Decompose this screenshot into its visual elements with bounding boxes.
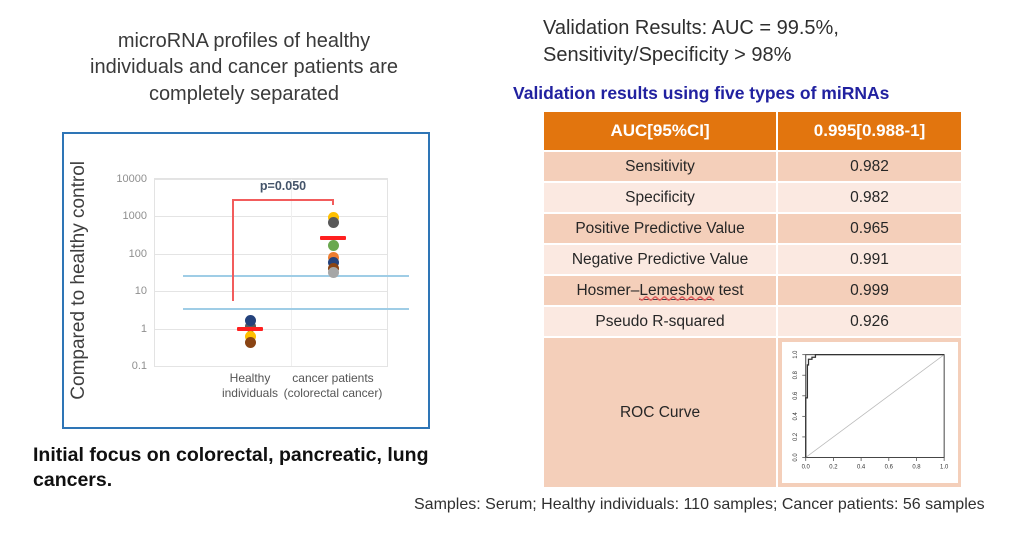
metric-value-cell: 0.982 [776,181,963,214]
metric-name-cell: Negative Predictive Value [541,243,779,276]
y-tick-label: 10000 [116,173,147,185]
focus-note-line2: cancers. [33,468,113,491]
left-title-line3: completely separated [148,82,340,105]
table-row: Specificity 0.982 [541,181,963,214]
metric-name-cell: Positive Predictive Value [541,212,779,245]
metric-name-cell: Sensitivity [541,150,779,183]
svg-text:1.0: 1.0 [940,464,949,470]
data-point [328,256,339,268]
roc-label-cell: ROC Curve [541,336,779,489]
y-tick-label: 100 [128,247,147,260]
y-tick-label: 1 [140,322,147,335]
gridline [155,216,387,218]
left-title: microRNA profiles of healthy individuals… [38,28,450,107]
significance-bracket-vertical [232,198,234,301]
table-header-row: AUC[95%CI] 0.995[0.988-1] [541,110,963,152]
metric-value-cell: 0.926 [776,305,963,338]
validation-subtitle: Validation results using five types of m… [513,83,890,103]
metric-value-cell: 0.999 [776,274,963,307]
data-point [245,336,256,348]
median-bar [237,326,263,331]
y-axis-label-text: Compared to healthy control [68,161,89,400]
metric-value-cell: 0.982 [776,150,963,183]
svg-text:0.4: 0.4 [857,464,866,470]
gridline [155,253,387,255]
y-tick-label: 10 [134,285,147,298]
header-value-cell: 0.995[0.988-1] [776,110,963,152]
gridline [155,179,387,180]
roc-plot-inset: 0.0 0.2 0.4 0.6 0.8 1.0 0.0 0.2 0.4 0.6 0.8 1.0 [781,342,958,483]
category-label-line: individuals [221,386,279,400]
left-title-line2: individuals and cancer patients are [90,56,398,79]
svg-text:0.6: 0.6 [792,391,798,400]
category-label: cancer patients (colorectal cancer) [253,371,413,401]
threshold-line [183,275,409,278]
dot-plot-area: 10000 1000 100 10 1 0.1 p=0.050 Healthy individu… [116,173,409,400]
median-bar [320,236,346,241]
metric-name-cell: Pseudo R-squared [541,305,779,338]
threshold-line [183,308,409,311]
svg-text:1.0: 1.0 [792,350,798,359]
category-label-line: Healthy [229,371,271,385]
samples-note: Samples: Serum; Healthy individuals: 110… [414,496,985,513]
y-tick-label: 0.1 [131,360,147,372]
metric-name-cell: Hosmer–Lemeshow test [541,274,779,307]
metric-value-cell: 0.965 [776,212,963,245]
metric-value-cell: 0.991 [776,243,963,276]
p-value-label: p=0.050 [259,178,307,193]
validation-results-table: AUC[95%CI] 0.995[0.988-1] Sensitivity 0.982… [541,110,963,489]
svg-text:0.4: 0.4 [792,412,798,421]
category-label-line: cancer patients [292,371,374,385]
svg-text:0.0: 0.0 [792,453,798,462]
gridline [155,366,387,367]
table-row: Pseudo R-squared 0.926 [541,305,963,338]
focus-note: Initial focus on colorectal, pancreatic,… [33,443,517,493]
misspelled-word: Lemeshow [639,281,715,300]
roc-curve-svg: 0.0 0.2 0.4 0.6 0.8 1.0 0.0 0.2 0.4 0.6 0.8 1.0 [792,350,949,471]
focus-note-line1: Initial focus on colorectal, pancreatic,… [33,444,429,466]
data-point [245,315,256,327]
roc-curve-row: ROC Curve 0.0 0.2 0.4 0.6 0.8 1.0 0.0 0.2 0.4 0.6 0… [541,336,963,489]
left-title-line1: microRNA profiles of healthy [117,30,371,52]
y-tick-label: 1000 [122,210,147,223]
validation-heading: Validation Results: AUC = 99.5%, Sensiti… [543,15,1018,68]
svg-text:0.2: 0.2 [829,464,837,470]
table-row: Negative Predictive Value 0.991 [541,243,963,276]
category-label: Healthy individuals [170,371,330,401]
validation-heading-line2: Sensitivity/Specificity > 98% [543,43,792,66]
table-row: Sensitivity 0.982 [541,150,963,183]
svg-text:0.6: 0.6 [884,464,893,470]
data-point [245,330,256,342]
header-metric-cell: AUC[95%CI] [541,110,779,152]
roc-image-cell: 0.0 0.2 0.4 0.6 0.8 1.0 0.0 0.2 0.4 0.6 0.8 1.0 [776,336,963,489]
dot-plot-chart-box: Compared to healthy control 10000 1000 100… [62,132,430,429]
significance-bracket-horizontal [232,198,334,201]
svg-text:0.8: 0.8 [912,464,921,470]
svg-text:0.0: 0.0 [801,464,810,470]
data-point [328,239,339,251]
data-point [328,266,339,278]
category-label-line: (colorectal cancer) [283,386,383,400]
gridline [155,328,387,330]
gridline [155,291,387,293]
validation-heading-line1: Validation Results: AUC = 99.5%, [543,17,839,39]
vertical-gridline [291,179,292,366]
data-point [328,217,339,229]
svg-text:0.8: 0.8 [792,370,798,379]
metric-name-cell: Specificity [541,181,779,214]
table-row: Positive Predictive Value 0.965 [541,212,963,245]
significance-bracket-tick [332,198,334,206]
y-axis-label: Compared to healthy control [68,134,90,427]
svg-text:0.2: 0.2 [792,433,798,441]
table-row: Hosmer–Lemeshow test 0.999 [541,274,963,307]
